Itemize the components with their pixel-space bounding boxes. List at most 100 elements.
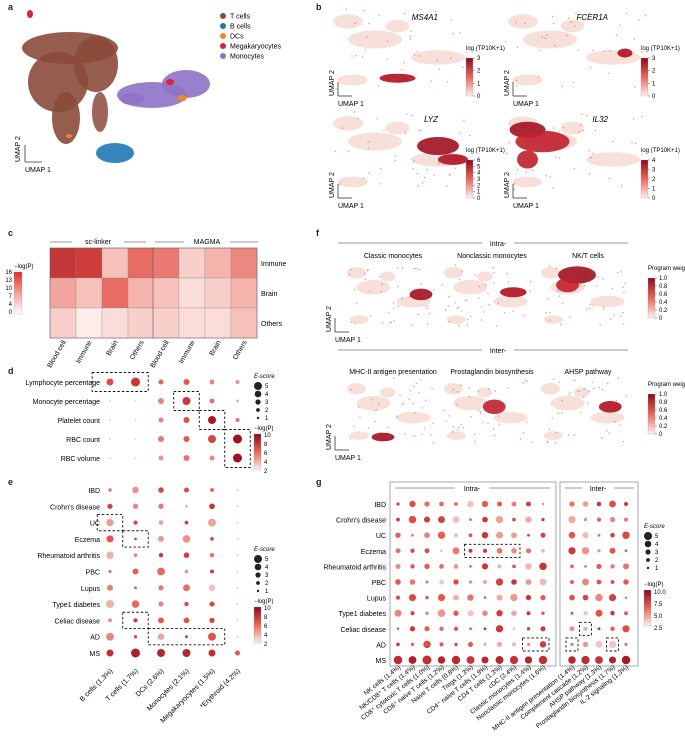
trait-label: Lupus xyxy=(81,586,101,593)
dot xyxy=(424,501,430,507)
dot xyxy=(511,579,517,585)
trait-label: Crohn's disease xyxy=(50,504,100,511)
logp-tick: 6 xyxy=(264,624,268,630)
trait-label: IBD xyxy=(88,488,100,495)
dot xyxy=(109,419,111,421)
heatmap-cell-magma xyxy=(230,247,258,279)
trait-label: IBD xyxy=(374,502,386,509)
heatmap-legend-tick: 0 xyxy=(9,310,13,316)
dot xyxy=(610,564,615,569)
colorbar-tick: 0 xyxy=(659,316,663,322)
heatmap-cell-sclinker xyxy=(101,277,129,309)
dot xyxy=(395,532,401,538)
dot xyxy=(108,569,112,574)
panel-b-letter: b xyxy=(316,2,322,12)
highlight-box xyxy=(579,621,592,636)
trait-label: Rheumatoid arthritis xyxy=(37,553,100,560)
heatmap-cell-sclinker xyxy=(101,247,129,279)
heatmap-cells: Blood cell Immune Brain Others Blood cell Imm… xyxy=(46,247,286,369)
dot xyxy=(453,579,459,585)
dot xyxy=(209,552,215,558)
dot xyxy=(106,632,114,641)
heatmap-legend-title: −log(P) xyxy=(14,264,34,270)
dot xyxy=(481,656,489,664)
escore-tick: 2 xyxy=(265,581,269,587)
dot xyxy=(610,532,615,538)
dot xyxy=(236,537,239,540)
dot xyxy=(452,516,460,524)
dot xyxy=(541,502,545,506)
dot xyxy=(582,501,589,507)
dot xyxy=(132,568,139,575)
trait-label: Eczema xyxy=(75,537,100,544)
dot xyxy=(183,417,190,423)
trait-label: PBC xyxy=(86,570,100,577)
logp-tick: 2 xyxy=(264,642,268,648)
dot xyxy=(423,640,431,649)
dot xyxy=(183,379,190,385)
dot xyxy=(597,549,601,553)
dot xyxy=(158,617,164,624)
intra-umap xyxy=(441,264,532,327)
colorbar-tick: 4 xyxy=(652,158,656,164)
heatmap-col-label: Blood cell xyxy=(46,339,67,369)
dot xyxy=(208,649,216,657)
dot xyxy=(596,501,602,507)
dot xyxy=(570,642,574,647)
trait-label: Celiac disease xyxy=(340,627,386,634)
escore-tick: 5 xyxy=(265,557,269,563)
dot xyxy=(582,641,589,647)
panel-a-letter: a xyxy=(8,2,14,12)
colorbar-tick: 0.6 xyxy=(659,292,668,298)
panel-d-letter: d xyxy=(8,366,14,376)
colorbar-tick: 0.4 xyxy=(659,300,668,306)
heatmap-row-label: Immune xyxy=(261,261,286,268)
dot xyxy=(185,635,188,639)
dot xyxy=(439,501,444,507)
dot xyxy=(497,564,502,569)
escore-title: E-score xyxy=(254,374,275,380)
dot xyxy=(209,455,215,461)
colorbar-tick: 0.2 xyxy=(659,424,668,430)
highlight-box xyxy=(147,628,226,646)
colorbar-tick: 0 xyxy=(477,196,481,202)
legend-a: T cells B cells DCs Megakaryocytes Monocytes xyxy=(220,13,281,61)
dot xyxy=(158,436,164,442)
dot xyxy=(512,564,516,569)
legend-swatch xyxy=(220,53,226,59)
dot xyxy=(158,487,164,493)
dot xyxy=(525,501,532,507)
dot xyxy=(623,517,629,522)
escore-tick: 3 xyxy=(265,573,269,579)
dot xyxy=(509,655,519,665)
dot xyxy=(469,627,472,631)
heatmap-legend: −log(P)16 13 10 7 4 0 xyxy=(5,264,33,316)
dot xyxy=(453,563,459,569)
dot xyxy=(568,531,576,539)
dot xyxy=(410,548,415,553)
highlight-box xyxy=(224,429,251,468)
weight-label: Program weight xyxy=(648,266,685,272)
colorbar-tick: 5 xyxy=(477,164,481,170)
dot xyxy=(512,517,516,522)
dot xyxy=(157,649,165,657)
logp-tick: 8 xyxy=(264,615,268,621)
dot xyxy=(208,518,216,527)
dot xyxy=(210,569,214,574)
dot xyxy=(583,626,588,631)
heatmap-cell-sclinker xyxy=(75,307,103,339)
legend-label: Monocytes xyxy=(230,54,264,61)
dot xyxy=(134,400,137,402)
dot xyxy=(236,505,239,508)
dot xyxy=(236,586,239,589)
dot xyxy=(496,641,503,647)
dot xyxy=(158,379,164,385)
dot xyxy=(236,603,239,606)
logp-tick: 8 xyxy=(264,442,268,448)
dot xyxy=(106,378,114,386)
trait-label: Lupus xyxy=(367,596,387,603)
dot xyxy=(236,489,239,491)
dot xyxy=(482,610,488,616)
